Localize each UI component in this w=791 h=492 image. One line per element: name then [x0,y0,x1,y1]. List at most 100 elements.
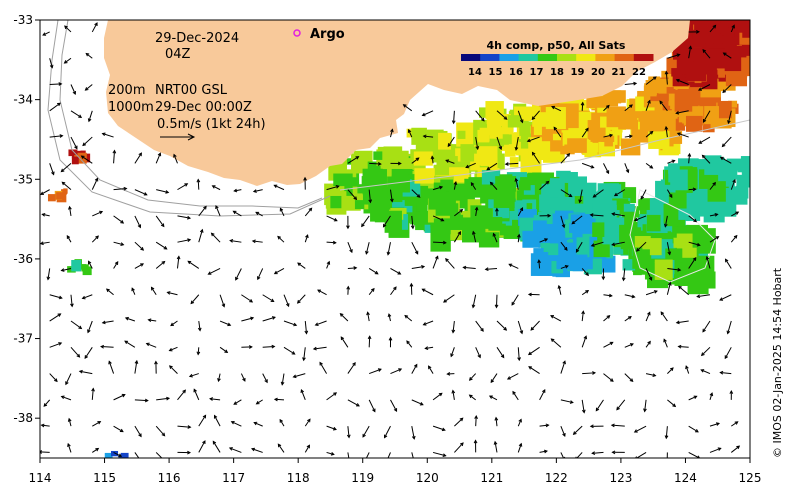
sst-cell [110,450,119,457]
sst-cell [727,186,748,205]
sst-cell [485,101,504,119]
current-vector [300,389,306,401]
current-vector [346,285,351,295]
current-vector [495,207,499,216]
colorbar-tick-label: 15 [489,67,503,78]
sst-cell [713,33,723,44]
current-vector [572,425,583,435]
current-vector [475,320,484,332]
sst-cell [647,115,663,130]
current-vector [134,189,148,196]
sst-cell [499,134,512,145]
current-vector [494,294,499,309]
current-vector [581,268,589,277]
sst-cell [624,219,633,229]
sst-cell [682,160,696,172]
colorbar-swatch [557,54,577,61]
current-vector [113,425,124,433]
current-vector [700,369,711,375]
current-vector [383,425,391,439]
current-vector [368,287,375,296]
sst-cell [522,230,541,248]
sst-cell [507,115,522,128]
sst-cell [460,210,471,220]
colorbar-tick-label: 16 [509,67,523,78]
current-vector [177,238,192,243]
current-vector [40,423,50,428]
colorbar-swatch [614,54,635,61]
sst-cell [545,107,566,130]
current-vector [155,152,162,164]
sst-cell [460,144,475,162]
contour-1000m [47,20,331,217]
current-vector [60,395,72,401]
current-vector [486,162,498,171]
current-vector [113,241,125,246]
current-vector [611,450,625,455]
current-vector [603,104,610,112]
current-vector [531,151,541,164]
current-vector [484,267,498,272]
current-vector [624,163,630,174]
sst-cell [604,139,613,147]
current-vector [235,268,242,281]
current-vector [297,262,306,269]
current-vector [389,128,394,138]
current-vector [517,442,523,453]
current-vector [390,161,402,166]
current-vector [304,207,313,217]
current-vector [550,338,562,348]
sst-cell [548,243,559,256]
current-vector [173,153,178,164]
current-vector [688,395,698,401]
current-vector [219,346,229,354]
colorbar-swatch [633,54,654,61]
current-vector [517,207,524,217]
colorbar: 14 15 16 17 18 19 20 21 22 [461,54,654,78]
current-vector [667,159,676,164]
current-vector [302,347,306,362]
current-vector [557,284,562,295]
current-vector [560,425,566,437]
current-vector [209,397,221,401]
current-vector [560,241,568,251]
current-vector [66,235,72,243]
argo-marker-icon [293,29,301,37]
colorbar-swatch [576,54,596,61]
current-vector [560,189,573,198]
current-vector [131,287,136,295]
sst-cell [634,236,651,248]
current-vector [603,163,610,175]
current-vector [177,215,192,220]
current-vector [685,365,690,374]
australia-land [104,20,690,186]
sst-cell [118,455,128,458]
sst-cell [560,246,569,254]
current-vector [635,241,647,252]
sst-cell [609,184,622,196]
sst-cell [449,214,464,230]
current-vector [451,320,456,334]
current-vector [677,344,689,349]
current-vector [621,268,626,282]
current-vector [539,449,548,454]
current-vector [241,345,253,349]
sst-cell [582,257,593,270]
current-vector [283,320,298,327]
current-vector [664,426,669,440]
current-vector [527,292,540,297]
current-vector [731,421,739,427]
y-tick-label: -36 [13,252,33,266]
sst-cell [749,42,750,55]
current-vector [156,189,170,194]
current-vector [454,209,464,217]
current-vector [101,320,114,325]
sst-cell [544,185,560,198]
sst-cell [606,106,626,128]
contour-eddy [629,189,716,283]
current-vector [134,215,142,229]
current-vector [422,320,434,326]
current-vector [134,425,142,438]
current-vector [326,185,340,191]
current-vector [40,241,50,246]
